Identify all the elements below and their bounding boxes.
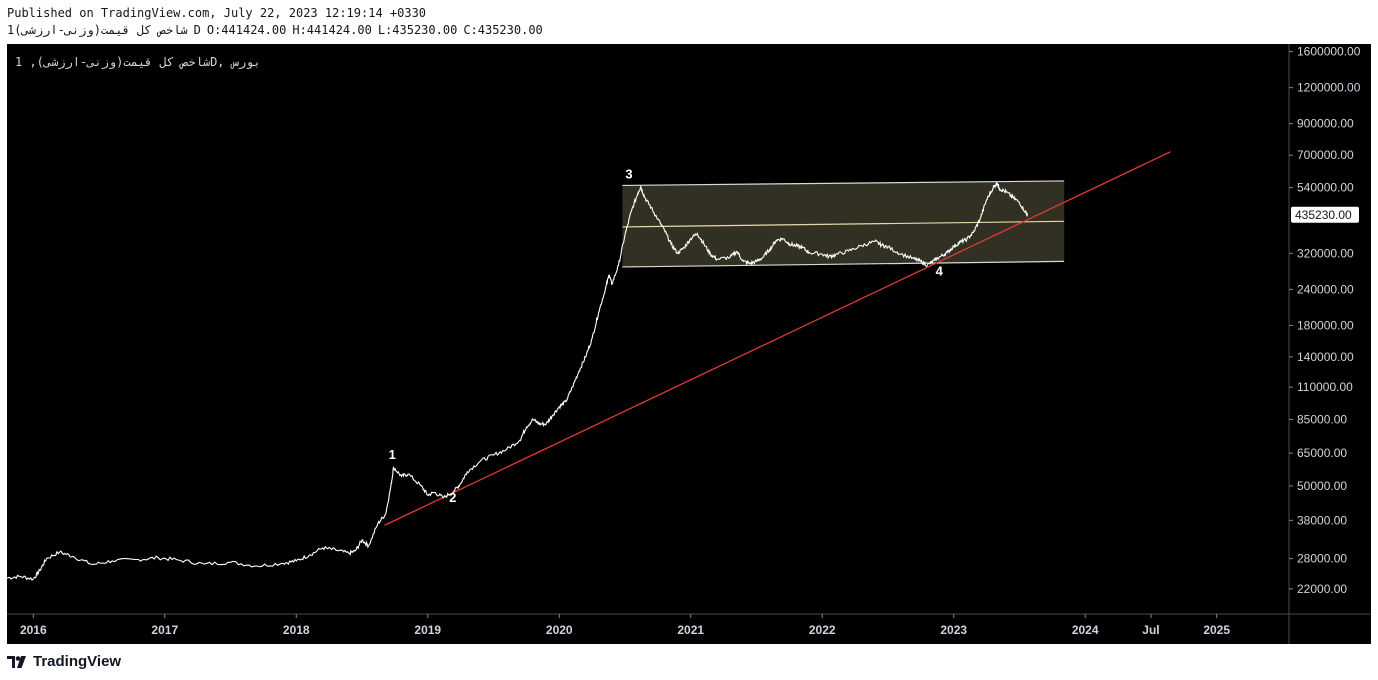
price-axis[interactable]: 1600000.00 1200000.00 900000.00 700000.00 54… [1289,45,1361,596]
open-value: O:441424.00 [206,23,287,37]
x-tick-label: 2020 [546,623,573,637]
y-tick-label: 900000.00 [1297,117,1354,131]
price-series [7,182,1028,581]
y-tick-label: 28000.00 [1297,552,1347,566]
x-tick-label: 2017 [151,623,178,637]
support-trendline [384,151,1171,526]
y-tick-label: 700000.00 [1297,148,1354,162]
x-tick-label: 2025 [1203,623,1230,637]
y-tick-label: 140000.00 [1297,350,1354,364]
published-info: Published on TradingView.com, July 22, 2… [7,6,427,20]
last-price-label: 435230.00 [1295,208,1352,222]
y-tick-label: 1200000.00 [1297,81,1361,95]
y-tick-label: 50000.00 [1297,479,1347,493]
y-tick-label: 240000.00 [1297,282,1354,296]
x-tick-label: 2024 [1072,623,1099,637]
y-tick-label: 110000.00 [1297,380,1353,394]
high-value: H:441424.00 [292,23,372,37]
x-tick-label: Jul [1142,623,1159,637]
channel-lower-line [622,260,1065,268]
last-price-box [1291,206,1359,223]
chart-legend: شاخص کل قیمت(وزنی-ارزشی), 1D, بورس [15,55,261,70]
y-tick-label: 22000.00 [1297,582,1347,596]
y-tick-label: 65000.00 [1297,446,1347,460]
x-tick-label: 2022 [809,623,836,637]
y-tick-label: 180000.00 [1297,318,1354,332]
chart-background[interactable] [7,44,1371,644]
tradingview-brand: TradingView [33,653,122,670]
wave-label-3: 3 [625,166,632,181]
price-chart[interactable]: 1 2 3 4 1600000.00 1200000.00 900000.00 700000… [7,44,1371,644]
y-tick-label: 540000.00 [1297,181,1354,195]
y-tick-label: 85000.00 [1297,412,1347,426]
price-line [7,182,1028,581]
wave-label-4: 4 [936,264,944,279]
interval-label: 1D [7,23,201,37]
wave-labels: 1 2 3 4 [389,166,944,505]
footer: TradingView [7,653,121,670]
symbol-name: شاخص کل قیمت(وزنی-ارزشی) [14,23,188,37]
close-value: C:435230.00 [463,23,543,37]
parallel-channel[interactable] [622,180,1065,268]
x-tick-label: 2018 [283,623,310,637]
tradingview-logo-icon [7,655,26,668]
y-tick-label: 1600000.00 [1297,45,1361,59]
channel-upper-line [622,180,1065,187]
symbol-info-bar: شاخص کل قیمت(وزنی-ارزشی)1D O:441424.00 H:4… [7,23,549,37]
x-tick-label: 2019 [414,623,441,637]
x-tick-label: 2021 [677,623,704,637]
channel-mid-line [622,220,1065,228]
trendline[interactable] [384,151,1171,526]
y-tick-label: 320000.00 [1297,246,1354,260]
low-value: L:435230.00 [377,23,458,37]
y-tick-label: 38000.00 [1297,513,1347,527]
time-axis[interactable]: 2016 2017 2018 2019 2020 2021 2022 2023 2024 Jul 2… [20,614,1230,637]
wave-label-2: 2 [449,490,456,505]
wave-label-1: 1 [389,447,396,462]
x-tick-label: 2016 [20,623,47,637]
x-tick-label: 2023 [940,623,967,637]
